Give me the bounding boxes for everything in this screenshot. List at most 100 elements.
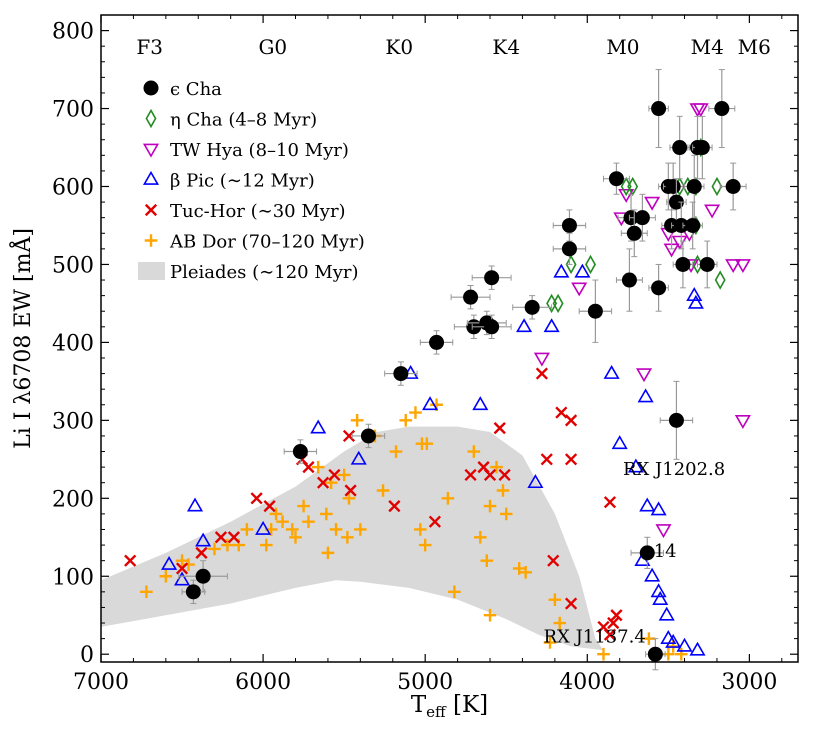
data-point [652,591,669,605]
data-point [496,484,510,497]
data-point [483,468,497,482]
data-point [675,256,691,272]
y-tick-label: 800 [52,20,94,45]
data-point [302,515,315,528]
data-point [540,453,553,466]
data-point [464,468,477,482]
y-tick-label: 0 [80,643,94,668]
data-point [420,437,434,451]
spectral-type-label: K4 [492,35,520,59]
spectral-type-labels: F3 G0 K0 K4 M0 M4 M6 [136,35,771,59]
data-point [285,523,299,536]
legend-marker [143,80,159,96]
data-point [159,569,173,583]
data-point [227,531,241,544]
data-point [240,523,254,536]
data-point [480,554,494,567]
data-point [316,476,330,489]
data-point [516,318,533,333]
x-axis-label: Teff [K] [411,692,488,721]
data-point [276,515,289,528]
annotation-label: 14 [654,541,677,562]
data-point [302,461,315,474]
data-point [448,585,461,599]
data-point [463,289,479,305]
data-point [725,178,741,194]
data-point [512,562,526,575]
data-point [422,396,439,411]
data-point [674,647,688,661]
data-point [671,235,688,250]
data-point [658,606,675,621]
data-point [686,178,702,194]
legend-marker [142,170,160,185]
data-points-layer [124,69,751,671]
data-point [564,414,578,427]
data-point [639,545,655,561]
data-point [483,499,497,513]
data-point [565,254,577,275]
legend-label: ϵ Cha [170,79,222,100]
data-point [297,499,310,513]
spectral-type-label: F3 [136,35,163,59]
data-point [388,499,401,513]
data-point [571,282,588,297]
data-point [561,217,577,233]
x-axis-label-unit: [K] [446,692,488,718]
data-point [311,460,325,474]
annotation-label: RX J1137.4 [544,627,646,648]
data-point [626,225,642,241]
data-point [561,241,577,257]
data-point [603,364,620,379]
data-point [714,270,726,290]
x-axis-label-sub: eff [426,703,447,721]
data-point [376,484,390,497]
y-tick-label: 700 [52,98,94,123]
x-axis-label-main: T [411,692,427,718]
data-point [484,270,500,286]
data-point [292,444,308,460]
data-point [607,616,620,630]
data-point [639,497,656,512]
data-point [467,445,481,458]
data-point [543,636,557,649]
data-point [337,468,351,482]
data-point [418,538,432,552]
data-point [124,554,137,567]
data-point [564,453,578,466]
annotations: RX J1202.8 14 RX J1137.4 [544,459,726,648]
data-point [250,492,263,505]
data-point [399,414,413,427]
data-point [414,523,427,536]
data-point [547,554,560,567]
data-point [635,368,653,383]
data-point [524,299,540,315]
data-point [393,366,409,382]
data-point [668,412,684,428]
data-point [555,406,568,419]
data-point [734,414,751,429]
data-point [350,414,364,427]
y-tick-label: 600 [52,175,94,200]
data-point [553,263,570,278]
y-tick-label: 300 [52,409,94,434]
data-point [699,256,715,272]
data-point [564,597,578,610]
data-point [429,334,445,350]
data-point [611,435,628,450]
data-point [714,101,730,117]
data-point [175,562,189,575]
data-point [195,568,211,584]
legend-label: TW Hya (8–10 Myr) [170,140,349,161]
data-point [685,217,701,233]
data-point [493,422,506,435]
x-tick-label: 6000 [235,670,291,695]
data-point [603,628,617,641]
series-0 [178,69,747,671]
data-point [655,524,672,539]
y-tick-label: 100 [52,565,94,590]
x-tick-label: 3000 [721,670,777,695]
data-point [354,523,367,536]
data-point [597,647,610,661]
